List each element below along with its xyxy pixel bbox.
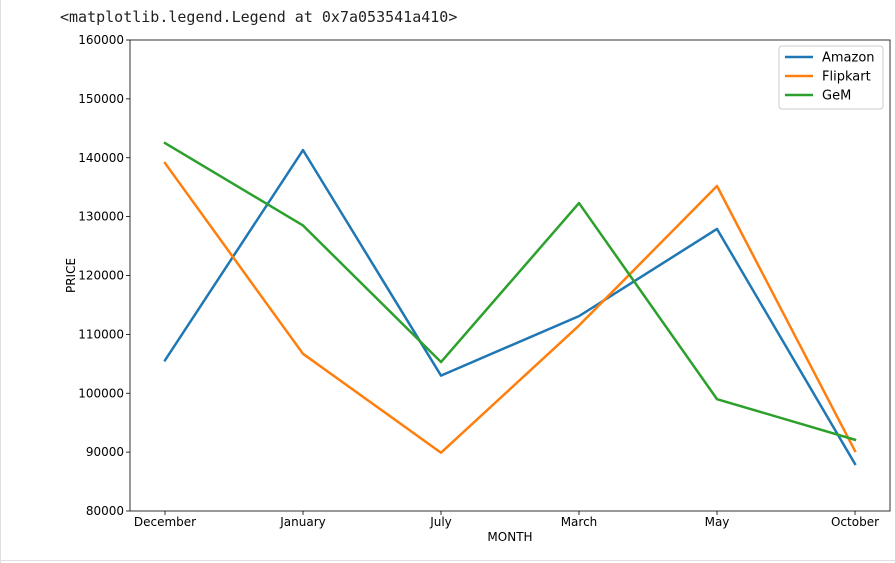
axes-frame (129, 39, 891, 512)
legend: Amazon Flipkart GeM (778, 45, 884, 110)
series-line-flipkart (163, 161, 857, 454)
y-tick-label: 160000 (78, 33, 124, 47)
cell-border-bottom (0, 560, 895, 561)
x-tick-label: October (831, 515, 879, 529)
series-line-gem (163, 141, 857, 442)
y-tick-label: 80000 (86, 504, 124, 518)
y-tick-label: 120000 (78, 269, 124, 283)
x-tick-label: May (705, 515, 730, 529)
x-tick-label: July (429, 515, 452, 529)
cell-border-left (0, 0, 1, 563)
y-tick-label: 100000 (78, 386, 124, 400)
legend-box (778, 45, 884, 110)
x-tick-label: January (279, 515, 326, 529)
x-tick-label: March (561, 515, 598, 529)
series-line-amazon (163, 148, 857, 466)
cell-output-text: <matplotlib.legend.Legend at 0x7a053541a… (60, 8, 458, 26)
y-tick-label: 150000 (78, 92, 124, 106)
plot-area: 80000 90000 100000 110000 120000 130000 140000… (78, 33, 891, 529)
legend-label-amazon: Amazon (822, 51, 875, 66)
y-axis-title: PRICE (64, 258, 78, 293)
y-tick-label: 140000 (78, 151, 124, 165)
y-tick-label: 110000 (78, 327, 124, 341)
legend-label-flipkart: Flipkart (822, 70, 871, 85)
x-axis-title: MONTH (487, 530, 532, 544)
x-tick-label: December (134, 515, 196, 529)
y-tick-label: 90000 (86, 445, 124, 459)
y-tick-label: 130000 (78, 210, 124, 224)
legend-label-gem: GeM (822, 89, 851, 104)
